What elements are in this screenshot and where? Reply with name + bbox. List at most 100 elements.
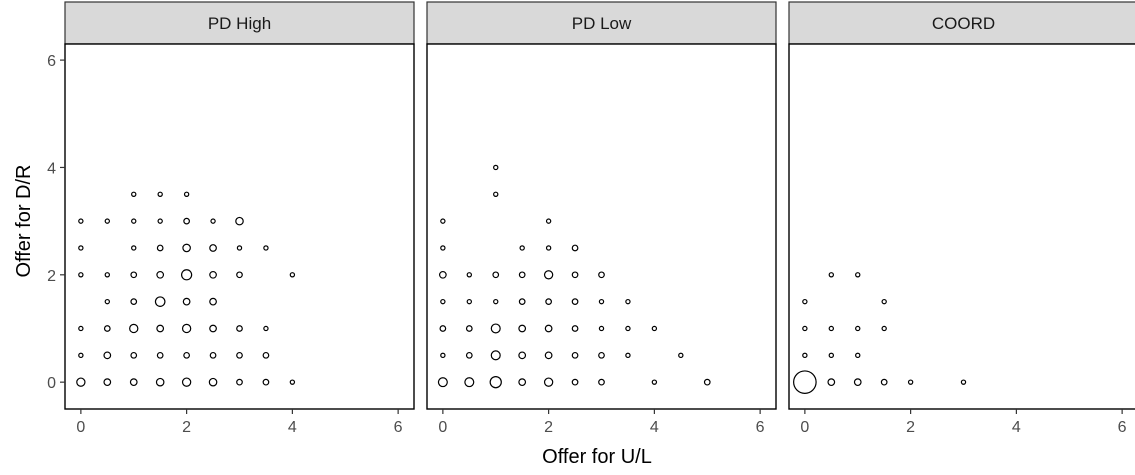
bubble-point [625, 352, 631, 359]
y-axis-title: Offer for D/R [13, 165, 35, 278]
facet-panels: PD High 0 2 4 6 0 2 4 6 PD Low 0 2 4 6 COORD 0 2 4 6 [47, 1, 1135, 436]
bubble-point [855, 352, 861, 359]
bubble-point [828, 352, 835, 359]
bubble-point [518, 324, 527, 333]
bubble-point [262, 378, 270, 386]
bubble-point [960, 379, 967, 385]
bubble-point [209, 270, 217, 279]
bubble-point [598, 271, 605, 279]
bubble-point [440, 298, 446, 305]
bubble-point [881, 298, 887, 305]
facet-panel: PD Low 0 2 4 6 [426, 1, 777, 436]
bubble-point [236, 271, 243, 279]
bubble-point [236, 378, 243, 386]
bubble-point [493, 164, 499, 171]
bubble-point [157, 218, 163, 224]
bubble-point [802, 298, 808, 305]
bubble-point [263, 325, 269, 332]
bubble-point [235, 216, 244, 226]
bubble-point [262, 351, 270, 359]
bubble-point [236, 245, 243, 251]
bubble-point [78, 352, 84, 359]
bubble-point [78, 325, 84, 332]
bubble-point [289, 379, 296, 385]
bubble-point [853, 378, 862, 387]
bubble-point [181, 377, 192, 387]
x-tick-label: 6 [394, 419, 403, 436]
bubble-point [182, 243, 191, 253]
bubble-point [209, 297, 217, 306]
bubble-point [130, 298, 138, 306]
x-tick-label: 4 [1012, 419, 1021, 436]
bubble-point [210, 218, 216, 224]
bubble-point [465, 325, 473, 332]
bubble-point [440, 245, 446, 251]
bubble-group [437, 164, 711, 389]
bubble-point [703, 378, 711, 386]
bubble-point [104, 218, 111, 224]
bubble-point [78, 272, 84, 278]
bubble-point [545, 298, 552, 306]
x-tick-label: 2 [906, 419, 915, 436]
bubble-point [183, 191, 190, 197]
facet-strip-label: PD Low [572, 14, 632, 33]
bubble-point [881, 325, 887, 332]
bubble-point [438, 270, 447, 279]
bubble-point [181, 323, 192, 334]
bubble-point [492, 271, 500, 279]
x-tick-label: 0 [800, 419, 809, 436]
bubble-point [571, 378, 579, 386]
bubble-point [543, 377, 554, 387]
bubble-point [625, 298, 631, 305]
panel-frame [426, 43, 777, 410]
bubble-point [518, 351, 527, 360]
bubble-point [131, 191, 137, 197]
facet-strip-label: PD High [208, 14, 271, 33]
x-tick-label: 4 [288, 419, 297, 436]
bubble-point [493, 298, 499, 305]
bubble-point [183, 217, 190, 225]
bubble-point [263, 245, 269, 251]
x-axis-title: Offer for U/L [542, 446, 652, 468]
facet-strip [64, 1, 415, 45]
x-tick-label: 2 [544, 419, 553, 436]
bubble-point [490, 323, 501, 334]
bubble-point [625, 325, 631, 332]
bubble-point [157, 191, 163, 197]
bubble-point [855, 325, 861, 332]
facet-panel: COORD 0 2 4 6 [788, 1, 1135, 436]
facet-strip [426, 1, 777, 45]
bubble-point [156, 351, 164, 359]
bubble-point [518, 271, 526, 279]
bubble-point [154, 296, 166, 307]
bubble-point [209, 324, 217, 333]
panel-frame [788, 43, 1135, 410]
bubble-point [855, 272, 861, 278]
bubble-point [131, 218, 137, 224]
x-tick-label: 6 [1118, 419, 1127, 436]
bubble-point [440, 218, 446, 224]
bubble-point [828, 272, 835, 278]
x-tick-label: 0 [76, 419, 85, 436]
bubble-point [208, 377, 218, 387]
bubble-point [802, 325, 808, 332]
bubble-point [103, 325, 111, 332]
bubble-point [598, 351, 605, 359]
bubble-point [131, 245, 137, 251]
bubble-point [466, 298, 473, 305]
bubble-point [130, 271, 138, 279]
bubble-point [155, 377, 165, 387]
bubble-point [907, 379, 914, 385]
bubble-point [543, 270, 554, 280]
bubble-point [182, 297, 191, 306]
bubble-point [518, 378, 527, 387]
bubble-point [209, 351, 217, 359]
bubble-point [518, 298, 526, 306]
bubble-point [571, 271, 579, 279]
bubble-point [880, 378, 888, 386]
bubble-point [489, 376, 502, 389]
bubble-point [437, 377, 448, 388]
bubble-point [828, 325, 835, 332]
bubble-point [129, 378, 138, 387]
